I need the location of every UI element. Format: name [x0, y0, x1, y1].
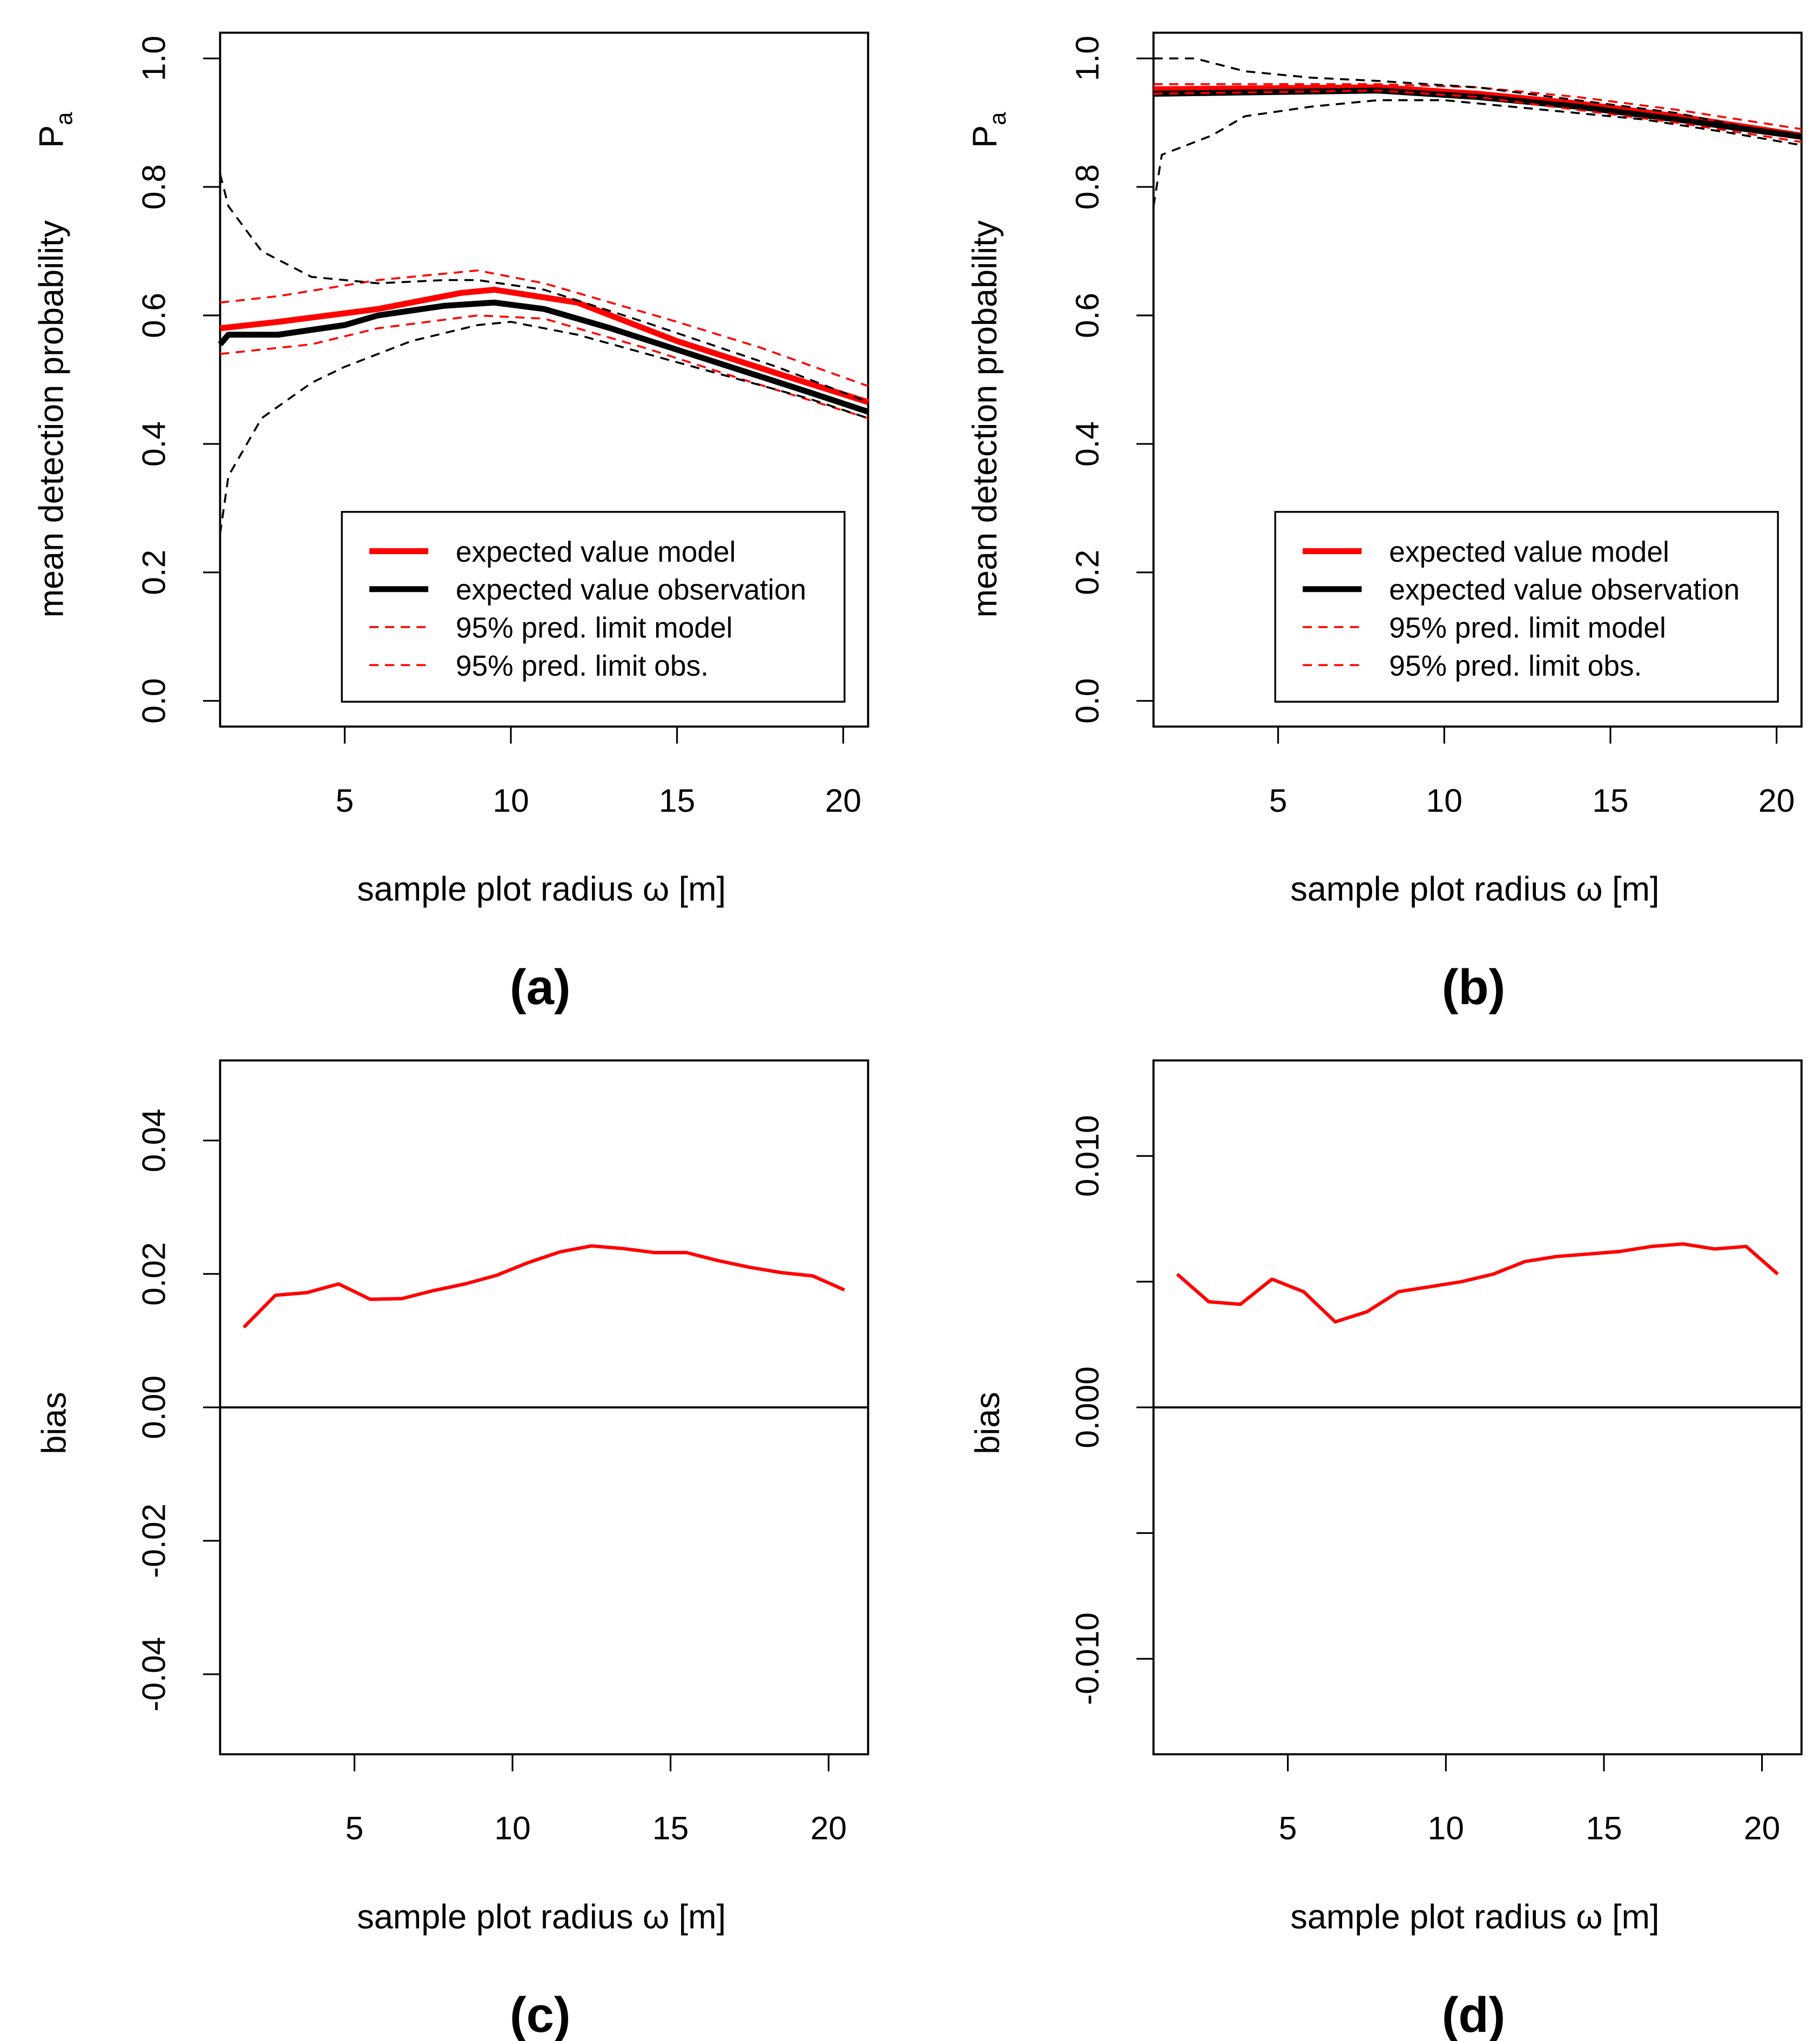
legend-box [1274, 511, 1779, 703]
series-line-0 [1176, 1242, 1779, 1324]
plot-frame [1152, 31, 1803, 728]
legend-label: expected value observation [456, 574, 806, 606]
plot-frame [219, 31, 869, 728]
y-axis-symbol-main: P [33, 125, 71, 148]
y-tick-label: 0.6 [1069, 293, 1106, 338]
legend-box [341, 511, 846, 703]
x-tick-label: 15 [652, 1810, 689, 1847]
x-tick-label: 15 [1586, 1810, 1622, 1847]
series-line-0 [242, 1244, 845, 1329]
y-tick-label: 0.6 [136, 293, 172, 338]
legend-label: 95% pred. limit model [456, 612, 733, 644]
x-axis-title: sample plot radius ω [m] [1290, 871, 1659, 908]
x-tick-label: 15 [1592, 782, 1628, 819]
panel-label: (c) [510, 1987, 571, 2041]
x-tick-label: 15 [659, 782, 695, 819]
panel-label: (d) [1442, 1987, 1506, 2041]
y-tick-label: -0.010 [1069, 1612, 1106, 1705]
x-tick-label: 20 [1744, 1810, 1780, 1847]
y-tick-label: 0.2 [136, 550, 172, 595]
panel-label: (a) [510, 959, 571, 1015]
y-axis-symbol-subscript: a [985, 112, 1011, 125]
y-tick-label: 0.04 [136, 1109, 172, 1173]
y-tick-label: 0.2 [1069, 550, 1106, 595]
legend-label: 95% pred. limit model [1389, 612, 1666, 644]
y-axis-symbol: Pa [966, 112, 1011, 148]
x-tick-label: 5 [345, 1810, 363, 1847]
legend-label: 95% pred. limit obs. [1389, 650, 1642, 682]
y-axis-title: bias [36, 1392, 73, 1454]
panel-c: 5 10 15 20 -0.04 -0.02 0.00 0.02 0.04 bias sample … [36, 1059, 869, 2041]
x-axis-title: sample plot radius ω [m] [357, 871, 726, 908]
x-tick-label: 20 [811, 1810, 847, 1847]
y-axis-symbol-subscript: a [52, 112, 78, 125]
legend: expected value model expected value obser… [341, 511, 846, 703]
y-tick-label: 0.0 [1069, 678, 1106, 724]
legend-label: 95% pred. limit obs. [456, 650, 709, 682]
legend: expected value model expected value obser… [1274, 511, 1779, 703]
y-tick-label: 1.0 [1069, 36, 1106, 81]
series-line-1 [218, 299, 869, 415]
series-line-5 [1152, 99, 1802, 207]
x-tick-label: 10 [494, 1810, 530, 1847]
y-tick-label: 0.4 [136, 421, 172, 467]
y-axis-symbol-main: P [966, 125, 1004, 148]
x-tick-label: 5 [1279, 1810, 1297, 1847]
y-tick-label: 0.02 [136, 1242, 172, 1306]
panel-d: 5 10 15 20 -0.010 0.000 0.010 bias sample plot r… [969, 1059, 1803, 2041]
x-tick-label: 5 [1269, 782, 1288, 819]
x-tick-label: 10 [1426, 782, 1462, 819]
legend-label: expected value observation [1389, 574, 1740, 606]
x-tick-label: 20 [1758, 782, 1795, 819]
legend-label: expected value model [456, 536, 736, 568]
y-axis-symbol: Pa [33, 112, 78, 148]
y-tick-label: 0.4 [1069, 421, 1106, 467]
series-line-5 [219, 321, 869, 534]
y-tick-label: 0.8 [136, 164, 172, 210]
x-tick-label: 5 [335, 782, 354, 819]
legend-label: expected value model [1389, 536, 1669, 568]
series-line-3 [220, 314, 868, 420]
y-tick-label: 0.0 [136, 678, 172, 724]
y-tick-label: 0.8 [1069, 164, 1106, 210]
series-line-1 [1153, 87, 1802, 140]
y-axis-title: mean detection probability [33, 220, 71, 617]
panel-b: 5 10 15 20 0.0 0.2 0.4 0.6 0.8 1.0 mean detection … [966, 31, 1803, 1015]
x-axis-title: sample plot radius ω [m] [357, 1898, 726, 1936]
x-axis-title: sample plot radius ω [m] [1290, 1898, 1659, 1936]
y-axis-title: bias [969, 1392, 1007, 1454]
series-line-0 [219, 286, 869, 405]
x-tick-label: 20 [825, 782, 861, 819]
x-tick-label: 10 [1428, 1810, 1464, 1847]
series-line-2 [220, 269, 869, 387]
y-tick-label: -0.02 [136, 1504, 172, 1578]
y-axis-title: mean detection probability [966, 220, 1004, 617]
y-tick-label: -0.04 [136, 1637, 172, 1712]
x-tick-label: 10 [493, 782, 529, 819]
series-line-4 [1153, 57, 1802, 140]
y-tick-label: 0.000 [1069, 1366, 1106, 1449]
series-line-4 [219, 173, 869, 403]
panel-a: 5 10 15 20 0.0 0.2 0.4 0.6 0.8 1.0 mean detection … [33, 31, 869, 1015]
y-tick-label: 0.010 [1069, 1115, 1106, 1197]
y-tick-label: 1.0 [136, 36, 172, 81]
panel-label: (b) [1442, 959, 1506, 1015]
y-tick-label: 0.00 [136, 1376, 172, 1439]
